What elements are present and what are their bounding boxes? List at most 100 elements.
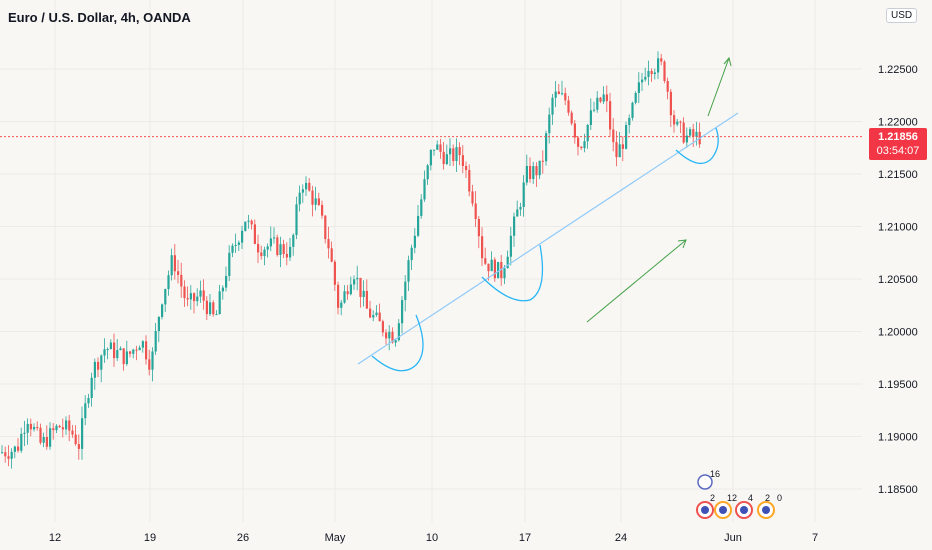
currency-badge[interactable]: USD	[886, 8, 918, 23]
candle-down	[346, 291, 349, 295]
candle-down	[452, 148, 455, 162]
y-tick-label: 1.22000	[878, 117, 918, 129]
candle-up	[404, 281, 407, 301]
candle-down	[660, 58, 663, 62]
candle-down	[317, 198, 320, 205]
time-axis: 12 19 26 May 10 17 24 Jun 7	[49, 532, 818, 544]
x-tick-label: 12	[49, 532, 61, 544]
candle-down	[308, 182, 311, 191]
candle-up	[151, 351, 154, 370]
candle-up	[388, 331, 391, 339]
y-tick-label: 1.19500	[878, 379, 918, 391]
candle-up	[589, 110, 592, 125]
candle-up	[695, 131, 698, 137]
support-curve-1	[371, 314, 424, 372]
price-axis: 1.18500 1.19000 1.19500 1.20000 1.20500 1.210…	[878, 64, 918, 496]
candle-down	[442, 151, 445, 165]
candle-up	[65, 420, 68, 430]
y-tick-label: 1.20000	[878, 327, 918, 339]
event-badge-count: 0	[777, 493, 782, 503]
candle-up	[269, 238, 272, 247]
candle-down	[7, 456, 10, 459]
candle-up	[81, 418, 84, 449]
candle-down	[669, 91, 672, 116]
candle-up	[221, 287, 224, 292]
candle-down	[17, 446, 20, 451]
candle-down	[484, 258, 487, 264]
candle-up	[372, 315, 375, 318]
candle-up	[343, 291, 346, 303]
candle-up	[106, 349, 109, 351]
flag-emblem-icon	[719, 506, 727, 514]
candle-up	[189, 293, 192, 300]
last-price-tag: 1.21856 03:54:07	[869, 128, 927, 160]
badge-top-count: 16	[710, 469, 720, 479]
candle-down	[378, 312, 381, 322]
candle-up	[314, 198, 317, 205]
candle-up	[455, 147, 458, 162]
up-arrow-1	[586, 239, 687, 323]
candle-down	[385, 332, 388, 339]
candle-down	[529, 165, 532, 180]
candle-up	[628, 117, 631, 126]
candle-up	[503, 268, 506, 279]
candle-down	[557, 91, 560, 94]
event-badge-count: 2	[765, 493, 770, 503]
candle-up	[55, 425, 58, 431]
candle-up	[263, 249, 266, 257]
candle-up	[196, 296, 199, 302]
candle-up	[116, 350, 119, 359]
candle-down	[682, 122, 685, 143]
candle-up	[637, 82, 640, 93]
drawing-annotations	[357, 56, 739, 372]
x-tick-label: 10	[426, 532, 438, 544]
candle-down	[615, 142, 618, 158]
candle-up	[445, 154, 448, 165]
candle-down	[135, 349, 138, 351]
candle-up	[356, 277, 359, 280]
candle-down	[692, 129, 695, 137]
candle-down	[481, 236, 484, 259]
candle-up	[516, 209, 519, 217]
candle-down	[468, 170, 471, 192]
x-tick-label: Jun	[724, 532, 742, 544]
candle-down	[650, 70, 653, 75]
x-tick-label: 24	[615, 532, 627, 544]
candle-up	[340, 302, 343, 308]
candle-down	[535, 166, 538, 176]
candle-up	[167, 275, 170, 290]
candle-down	[663, 61, 666, 81]
candle-down	[679, 121, 682, 123]
candle-down	[285, 253, 288, 258]
x-tick-label: May	[325, 532, 346, 544]
candle-down	[564, 93, 567, 101]
candle-down	[253, 224, 256, 244]
support-curve-3	[675, 127, 719, 165]
candle-down	[4, 452, 7, 457]
candle-down	[145, 341, 148, 360]
y-tick-label: 1.22500	[878, 64, 918, 76]
candle-down	[493, 259, 496, 279]
candle-down	[74, 434, 77, 445]
candle-down	[609, 101, 612, 130]
flag-emblem-icon	[701, 506, 709, 514]
candle-up	[548, 114, 551, 134]
event-badge-count: 4	[748, 493, 753, 503]
flag-emblem-icon	[762, 506, 770, 514]
candle-up	[522, 182, 525, 207]
candle-down	[250, 220, 253, 225]
candle-down	[97, 361, 100, 370]
candle-up	[509, 235, 512, 257]
candle-down	[186, 298, 189, 300]
candle-up	[596, 97, 599, 110]
support-curve-2	[481, 244, 544, 302]
candle-down	[471, 191, 474, 204]
candle-down	[612, 129, 615, 143]
candle-down	[577, 137, 580, 147]
candle-down	[193, 293, 196, 302]
candle-up	[497, 262, 500, 279]
candle-down	[58, 425, 61, 428]
candle-down	[71, 430, 74, 435]
candle-down	[673, 115, 676, 125]
